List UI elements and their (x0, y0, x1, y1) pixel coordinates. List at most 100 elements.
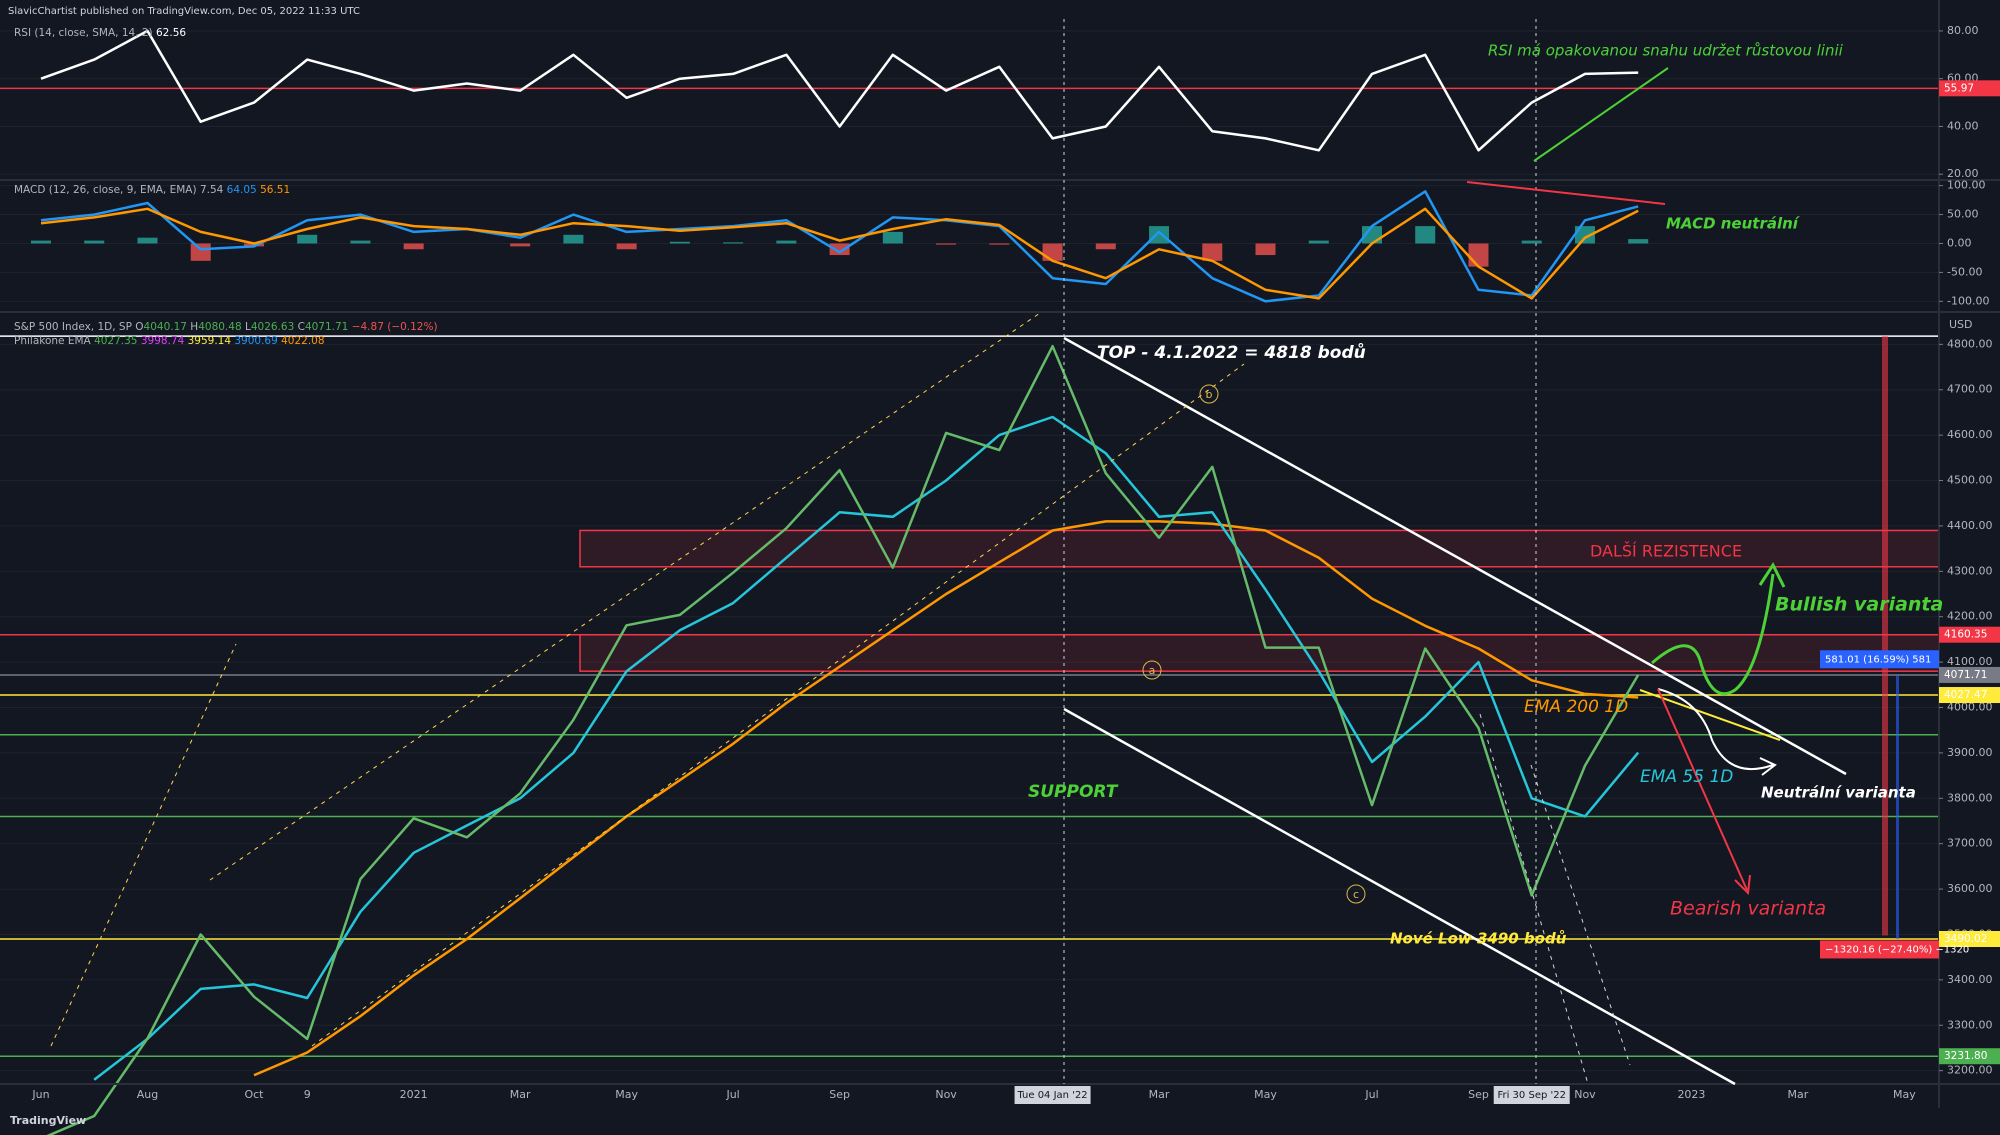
histogram-bar (563, 234, 584, 244)
price-label: 4027.47 (1944, 689, 1987, 701)
series-line (93, 415, 1640, 1081)
series-line (253, 520, 1639, 1077)
legend-value: 4040.17 (144, 321, 187, 333)
histogram-bar (243, 243, 264, 247)
legend-key: L (245, 321, 251, 333)
trend-line (1639, 689, 1781, 741)
y-tick-label: 4100.00 (1947, 655, 1993, 668)
histogram-bar (1415, 226, 1436, 244)
y-tick-label: 3200.00 (1947, 1064, 1993, 1077)
series-line (40, 29, 1639, 152)
y-tick-label: 3700.00 (1947, 837, 1993, 850)
measure-label-box (1820, 650, 1939, 669)
legend-value: 3959.14 (188, 335, 232, 347)
y-tick-label: 3400.00 (1947, 973, 1993, 986)
legend-value: 4080.48 (198, 321, 241, 333)
annotation: EMA 55 1D (1640, 767, 1733, 787)
neutral-arrow (1657, 688, 1774, 771)
legend-value: 4022.08 (281, 335, 324, 347)
x-tick-label: Mar (1788, 1088, 1809, 1101)
x-tick-label: May (1254, 1088, 1277, 1101)
x-tick-label: Aug (137, 1088, 158, 1101)
y-tick-label: 40.00 (1947, 119, 1979, 132)
histogram-bar (1521, 240, 1542, 244)
annotation: SUPPORT (1028, 782, 1119, 802)
legend-key: O (135, 321, 143, 333)
x-tick-label: Fri 30 Sep '22 (1497, 1090, 1566, 1101)
x-tick-label: 9 (304, 1088, 311, 1101)
histogram-bar (616, 243, 637, 250)
arrow-head (1758, 561, 1786, 588)
publisher-header: SlavicChartist published on TradingView.… (8, 6, 360, 17)
histogram-bar (1308, 240, 1329, 244)
channel-line (209, 312, 1041, 881)
price-label-box (1939, 666, 2000, 683)
histogram-bar (1042, 243, 1063, 261)
histogram-bar (403, 243, 424, 250)
legend-value: 4071.71 (305, 321, 348, 333)
histogram-bar (1574, 226, 1595, 244)
wave-label: c (1353, 888, 1359, 901)
price-label: 55.97 (1944, 82, 1974, 94)
price-label-box (1939, 687, 2000, 704)
series-line (46, 344, 1640, 1135)
ema-legend: Philakone EMA 4027.35 3998.74 3959.14 39… (14, 335, 325, 347)
y-tick-label: 4800.00 (1947, 337, 1993, 350)
price-label: 4071.71 (1944, 669, 1987, 681)
price-label: 3490.02 (1944, 933, 1987, 945)
y-tick-label: 20.00 (1947, 167, 1979, 180)
annotation: Nové Low 3490 bodů (1390, 930, 1567, 948)
histogram-bar (989, 243, 1010, 245)
legend-title: MACD (12, 26, close, 9, EMA, EMA) (14, 184, 197, 196)
currency: USD (1949, 318, 1973, 331)
y-tick-label: 0.00 (1947, 236, 1972, 249)
histogram-bar (350, 240, 371, 244)
y-tick-label: 3600.00 (1947, 882, 1993, 895)
measure-bar (1882, 336, 1888, 936)
y-tick-label: -50.00 (1947, 265, 1982, 278)
macd-legend: MACD (12, 26, close, 9, EMA, EMA) 7.54 6… (14, 184, 290, 196)
rsi-trend-arrow (1533, 67, 1669, 162)
y-tick-label: 4500.00 (1947, 474, 1993, 487)
histogram-bar (1468, 243, 1489, 267)
series-line (40, 190, 1639, 303)
histogram-bar (1149, 226, 1170, 244)
arrow-head (1734, 874, 1751, 896)
price-label-box (1939, 80, 2000, 97)
annotation: Bearish varianta (1670, 898, 1826, 920)
y-tick-label: 4200.00 (1947, 610, 1993, 623)
annotation: MACD neutrální (1666, 215, 1801, 233)
x-tick-label: Tue 04 Jan '22 (1016, 1090, 1087, 1101)
histogram-bar (882, 231, 903, 244)
channel-line (50, 643, 237, 1047)
y-tick-label: 3300.00 (1947, 1018, 1993, 1031)
y-tick-label: 3900.00 (1947, 746, 1993, 759)
x-tick-label: 2023 (1677, 1088, 1705, 1101)
x-tick-label: Mar (1149, 1088, 1170, 1101)
price-label: 3231.80 (1944, 1050, 1987, 1062)
y-tick-label: 4700.00 (1947, 383, 1993, 396)
annotation: Neutrální varianta (1761, 784, 1916, 802)
price-label-box (1939, 931, 2000, 947)
histogram-bar (84, 240, 105, 244)
legend-title: RSI (14, close, SMA, 14, 2) (14, 27, 153, 39)
rsi-legend: RSI (14, close, SMA, 14, 2) 62.56 (14, 27, 186, 39)
price-label-box (1939, 1048, 2000, 1065)
series-line (40, 207, 1639, 300)
channel-line (1063, 336, 1847, 776)
x-label-box (1014, 1086, 1091, 1104)
x-tick-label: Jul (1364, 1088, 1378, 1101)
histogram-bar (1202, 243, 1223, 261)
y-tick-label: 80.00 (1947, 24, 1979, 37)
histogram-bar (669, 241, 690, 244)
x-tick-label: May (615, 1088, 638, 1101)
resistance-zone (579, 633, 1940, 672)
histogram-bar (297, 234, 318, 244)
x-tick-label: Nov (1574, 1088, 1596, 1101)
x-tick-label: Sep (1468, 1088, 1489, 1101)
histogram-bar (31, 240, 51, 244)
annotation: DALŠÍ REZISTENCE (1590, 542, 1742, 561)
channel-line (1479, 713, 1589, 1085)
footer-logo: TradingView (10, 1114, 86, 1127)
